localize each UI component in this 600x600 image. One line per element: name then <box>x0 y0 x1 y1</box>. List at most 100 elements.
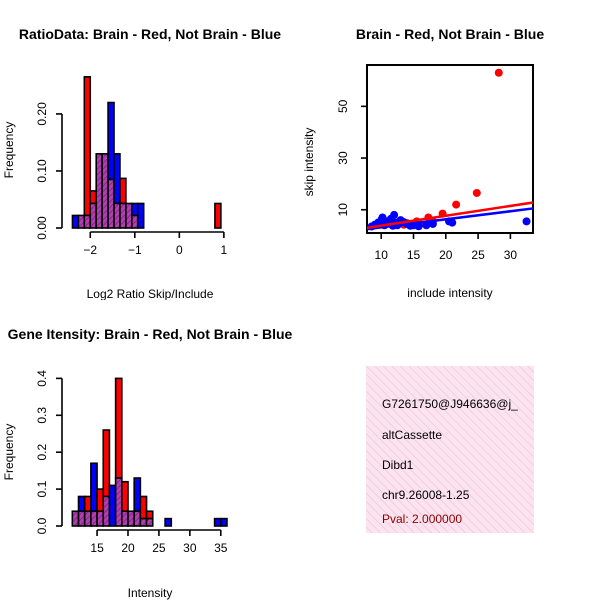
scatter-xlabel: include intensity <box>407 286 492 300</box>
histogram-bar-not-brain <box>77 495 86 513</box>
event-id-text: G7261750@J946636@j_ <box>382 397 518 411</box>
histogram-bar-brain <box>102 429 111 498</box>
histogram-bar-not-brain <box>136 202 145 229</box>
y-tick-label: 0.00 <box>35 216 49 240</box>
histogram-bar-overlap <box>90 510 98 527</box>
histogram-bar-brain <box>83 495 92 513</box>
y-tick-label: 0.2 <box>35 444 49 461</box>
histogram-bar-overlap <box>83 214 92 229</box>
histogram-bar-brain <box>83 76 92 217</box>
intensity-histogram-axes: 15 20 25 30 35 0.0 0.1 0.2 0.3 0.4 <box>35 370 228 555</box>
ratio-histogram-ylabel: Frequency <box>2 122 16 179</box>
scatter-title: Brain - Red, Not Brain - Blue <box>356 26 544 42</box>
x-tick-label: 30 <box>183 541 197 555</box>
histogram-bar-brain <box>145 510 154 520</box>
histogram-bar-overlap <box>125 202 133 229</box>
histogram-bar-brain <box>214 202 222 229</box>
x-tick-label: 35 <box>214 541 228 555</box>
x-tick-label: 25 <box>471 248 485 262</box>
ratio-histogram-xlabel: Log2 Ratio Skip/Include <box>87 287 214 301</box>
histogram-bar-overlap <box>133 510 142 527</box>
scatter-axes: 10 15 20 25 30 10 30 50 <box>336 99 517 262</box>
y-tick-label: 50 <box>336 99 350 113</box>
info-box-background <box>366 366 534 533</box>
x-tick-label: 10 <box>375 248 389 262</box>
y-tick-label: 0.10 <box>35 159 49 183</box>
histogram-bar-not-brain <box>164 517 173 527</box>
scatter-point-not-brain <box>522 217 531 226</box>
scatter-point-brain <box>472 188 481 197</box>
y-tick-label: 0.20 <box>35 102 49 126</box>
intensity-histogram-title: Gene Itensity: Brain - Red, Not Brain - … <box>8 326 293 342</box>
pval-text: Pval: 2.000000 <box>382 512 462 526</box>
x-tick-label: 0 <box>176 243 183 257</box>
scatter-point-not-brain <box>422 221 431 230</box>
intensity-histogram-bars <box>71 377 228 527</box>
histogram-bar-brain <box>96 488 105 513</box>
gene-name-text: Dibd1 <box>382 458 414 472</box>
x-tick-label: −1 <box>128 243 142 257</box>
histogram-bar-overlap <box>114 477 123 527</box>
histogram-bar-overlap <box>113 202 121 229</box>
event-type-text: altCassette <box>382 428 442 442</box>
scatter-plot-box <box>366 64 534 234</box>
scatter-points <box>366 68 534 231</box>
y-tick-label: 0.0 <box>35 517 49 534</box>
scatter-point-brain <box>452 200 461 209</box>
histogram-bar-not-brain <box>71 214 80 229</box>
histogram-bar-not-brain <box>131 202 139 217</box>
histogram-bar-overlap <box>107 178 115 229</box>
histogram-bar-brain <box>139 495 148 520</box>
histogram-bar-not-brain <box>107 101 115 181</box>
intensity-histogram-panel: Gene Itensity: Brain - Red, Not Brain - … <box>2 326 293 600</box>
fit-line-not-brain <box>366 207 534 231</box>
location-text: chr9.26008-1.25 <box>382 488 470 502</box>
histogram-bar-overlap <box>119 202 127 229</box>
histogram-bar-overlap <box>77 510 86 527</box>
intensity-scatter-panel: Brain - Red, Not Brain - Blue include in… <box>302 26 544 300</box>
x-tick-label: 30 <box>504 248 518 262</box>
scatter-point-not-brain <box>448 218 457 227</box>
histogram-bar-overlap <box>121 510 129 527</box>
fit-line-brain <box>366 201 534 230</box>
ratio-histogram-bars <box>71 76 222 229</box>
y-tick-label: 10 <box>336 203 350 217</box>
x-tick-label: 1 <box>221 243 228 257</box>
x-tick-label: 15 <box>90 541 104 555</box>
histogram-bar-overlap <box>95 153 103 229</box>
histogram-bar-not-brain <box>108 484 117 527</box>
intensity-histogram-xlabel: Intensity <box>128 586 173 600</box>
histogram-bar-not-brain <box>133 477 142 513</box>
histogram-bar-brain <box>121 480 129 513</box>
scatter-ylabel: skip intensity <box>302 128 316 197</box>
x-tick-label: 25 <box>152 541 166 555</box>
histogram-bar-overlap <box>145 517 154 527</box>
histogram-bar-overlap <box>77 214 86 229</box>
ratio-histogram-axes: −2 −1 0 1 0.00 0.10 0.20 <box>35 102 228 257</box>
histogram-bar-brain <box>89 190 97 205</box>
x-tick-label: 15 <box>407 248 421 262</box>
scatter-point-brain <box>494 68 503 77</box>
ratio-histogram-panel: RatioData: Brain - Red, Not Brain - Blue… <box>2 26 281 301</box>
scatter-point-not-brain <box>390 210 399 219</box>
histogram-bar-not-brain <box>219 517 228 527</box>
histogram-bar-brain <box>114 377 123 479</box>
x-tick-label: 20 <box>121 541 135 555</box>
histogram-bar-overlap <box>131 214 139 229</box>
y-tick-label: 30 <box>336 151 350 165</box>
event-info-panel: G7261750@J946636@j_ altCassette Dibd1 ch… <box>366 366 534 533</box>
ratio-histogram-title: RatioData: Brain - Red, Not Brain - Blue <box>19 26 281 42</box>
x-tick-label: −2 <box>83 243 97 257</box>
histogram-bar-overlap <box>83 510 92 527</box>
histogram-bar-brain <box>119 177 127 205</box>
x-tick-label: 20 <box>439 248 453 262</box>
histogram-bar-overlap <box>139 517 148 527</box>
histogram-bar-overlap <box>71 510 80 527</box>
y-tick-label: 0.3 <box>35 407 49 424</box>
y-tick-label: 0.1 <box>35 480 49 497</box>
histogram-bar-overlap <box>96 510 105 527</box>
intensity-histogram-ylabel: Frequency <box>2 424 16 481</box>
histogram-bar-overlap <box>127 510 135 527</box>
histogram-bar-overlap <box>89 202 97 229</box>
